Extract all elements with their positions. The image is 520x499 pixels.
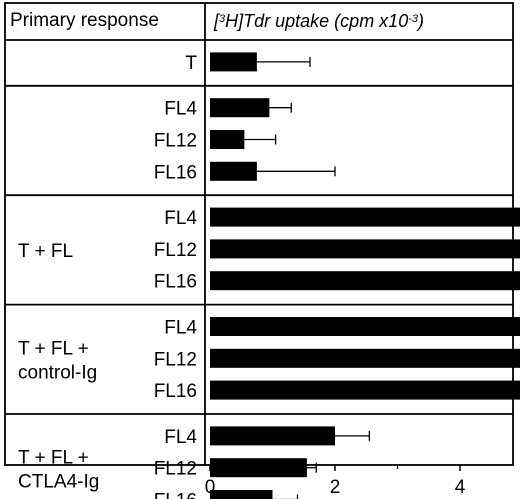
bar [210,52,257,72]
header-left-text: Primary response [10,10,159,31]
bar [210,130,245,149]
row-label: FL12 [154,240,197,261]
bar [210,426,335,446]
header-uptake-axis-title: [3 H]Tdr uptake (cpm x10 -3) [214,6,424,36]
header-right-suffix: ) [418,10,424,31]
bar [210,98,270,118]
bar [210,207,520,227]
row-label: T [185,53,197,74]
group-label: T + FL + [18,338,89,359]
row-label: FL12 [154,131,197,152]
bar [210,161,257,181]
bar [210,271,520,291]
bar [210,239,520,259]
row-label: FL16 [154,491,197,499]
row-label: FL4 [164,99,197,120]
header-right-sup2: -3 [408,13,418,25]
bar [210,458,307,478]
group-label: T + FL + [18,448,89,469]
x-tick-label: 2 [330,477,341,498]
bar [210,317,520,336]
row-label: FL16 [154,381,197,402]
row-label: FL4 [164,427,197,448]
bar [210,380,520,400]
bar [210,490,273,499]
group-label: T + FL [18,241,73,262]
row-label: FL12 [154,459,197,480]
row-label: FL4 [164,318,197,339]
header-primary-response: Primary response [10,6,159,36]
group-label: CTLA4-Ig [18,472,99,493]
bar [210,348,520,368]
x-tick-label: 4 [455,477,466,498]
row-label: FL16 [154,272,197,293]
header-right-prefix: [ [214,10,220,31]
row-label: FL16 [154,162,197,183]
header-right-middle: H]Tdr uptake (cpm x10 [225,10,409,31]
header-right-sup1: 3 [219,13,226,25]
row-label: FL4 [164,208,197,229]
row-label: FL12 [154,349,197,370]
x-tick-label: 0 [205,477,216,498]
group-label: control-Ig [18,362,97,383]
